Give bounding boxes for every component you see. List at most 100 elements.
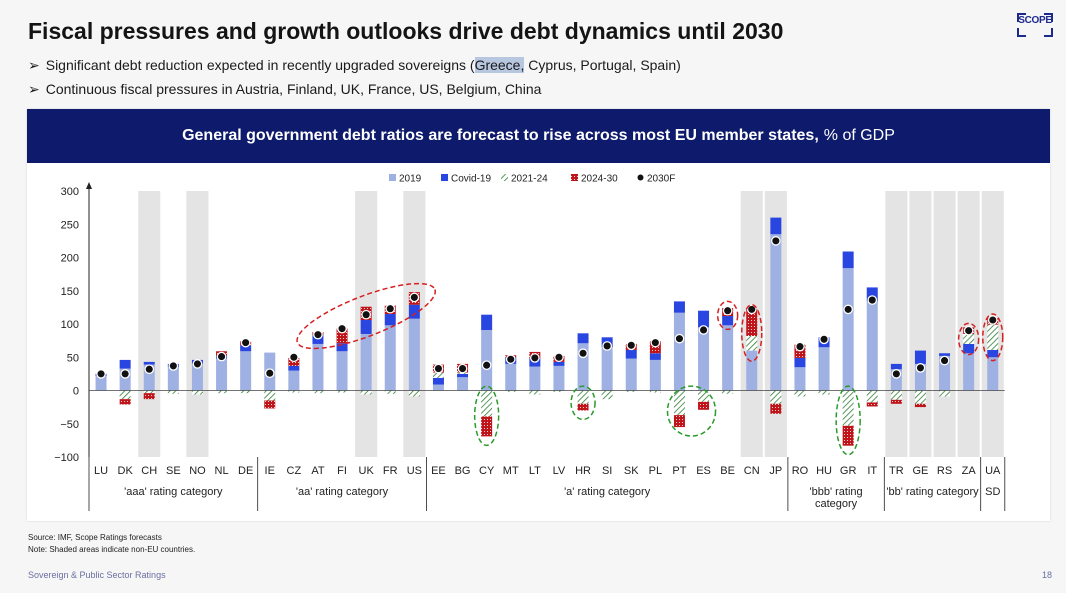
y-tick-label: 0 [73, 386, 79, 398]
marker-2030f [216, 351, 227, 362]
bar-covid-19 [457, 373, 469, 378]
marker-2030f [746, 304, 757, 315]
group-label: 'bb' rating category [886, 486, 979, 498]
legend-label: 2030F [647, 174, 675, 185]
legend-label: 2024-30 [581, 174, 618, 185]
legend-swatch [501, 174, 508, 181]
bar-2021-24 [240, 390, 252, 394]
bar-2021-24 [722, 390, 734, 394]
y-tick-label: −50 [60, 419, 79, 431]
bar-2024-30 [577, 403, 589, 411]
bar-2021-24 [288, 390, 300, 393]
bar-group-dk [119, 359, 131, 405]
logo-mark-icon [1017, 13, 1053, 37]
bar-2021-24 [481, 390, 493, 417]
bullet-1: ➢ Significant debt reduction expected in … [28, 57, 681, 73]
bar-group-jp [770, 217, 782, 414]
bar-covid-19 [649, 353, 661, 360]
bar-2021-24 [625, 390, 637, 392]
legend-swatch [441, 174, 448, 181]
bar-group-fr [384, 303, 396, 394]
bar-group-ie [264, 352, 276, 409]
bar-covid-19 [432, 377, 444, 385]
bar-2019 [408, 318, 420, 391]
x-tick-label: PT [672, 465, 686, 477]
bar-2024-30 [119, 399, 131, 405]
bar-2019 [866, 301, 878, 391]
x-tick-label: LT [529, 465, 541, 477]
arrow-icon: ➢ [28, 57, 40, 73]
bar-covid-19 [866, 287, 878, 302]
marker-2030f [168, 361, 179, 371]
bar-group-ee [432, 363, 444, 391]
highlight-greece: Greece, [474, 57, 525, 73]
bar-group-cz [288, 352, 300, 393]
bar-group-it [866, 287, 878, 407]
bar-2024-30 [481, 416, 493, 437]
bar-group-ro [794, 341, 806, 397]
bar-2021-24 [577, 390, 589, 404]
marker-2030f [529, 353, 540, 363]
marker-2030f [144, 364, 155, 375]
bar-2019 [939, 355, 951, 391]
marker-2030f [361, 309, 371, 320]
x-tick-label: UK [359, 465, 375, 477]
marker-2030f [96, 369, 106, 379]
bar-2021-24 [553, 390, 565, 392]
bar-covid-19 [119, 359, 131, 369]
bar-2019 [336, 351, 348, 391]
bar-2019 [240, 351, 252, 391]
marker-2030f [867, 295, 878, 305]
bar-covid-19 [481, 314, 493, 330]
bar-covid-19 [360, 320, 372, 334]
bar-covid-19 [312, 335, 324, 344]
bar-2019 [625, 358, 637, 391]
bar-2019 [457, 377, 469, 391]
bar-group-be [722, 305, 734, 394]
bar-2021-24 [673, 390, 685, 416]
bar-2021-24 [649, 390, 661, 393]
x-tick-label: LV [553, 465, 566, 477]
x-tick-label: DE [238, 465, 253, 477]
page-title: Fiscal pressures and growth outlooks dri… [28, 18, 784, 44]
legend-swatch [571, 174, 578, 181]
bar-2021-24 [408, 390, 420, 397]
bar-2019 [673, 312, 685, 391]
x-tick-label: SK [624, 465, 639, 477]
non-eu-shade-ge [909, 191, 932, 457]
bar-group-fi [336, 323, 348, 393]
bar-covid-19 [987, 349, 999, 358]
bar-2019 [312, 343, 324, 391]
group-label: 'aaa' rating category [124, 486, 223, 498]
non-eu-shade-ch [138, 191, 161, 457]
bar-group-pl [649, 337, 661, 393]
bar-2019 [167, 367, 179, 391]
bar-group-mt [505, 354, 517, 392]
marker-2030f [915, 363, 926, 373]
y-tick-label: 200 [61, 253, 79, 265]
marker-2030f [770, 236, 781, 246]
x-tick-label: CN [744, 465, 760, 477]
bar-group-lu [95, 369, 107, 391]
bar-2021-24 [746, 335, 758, 351]
x-tick-label: GE [912, 465, 928, 477]
bar-group-no [191, 359, 203, 395]
logo-text: SCOPE [1018, 15, 1052, 26]
non-eu-shade-no [186, 191, 209, 457]
bar-2021-24 [264, 390, 276, 401]
bar-group-si [601, 337, 613, 400]
footer-text: Sovereign & Public Sector Ratings [28, 570, 166, 580]
x-tick-label: FI [337, 465, 347, 477]
legend-swatch [389, 174, 396, 181]
bar-2024-30 [698, 401, 710, 410]
highlight-ellipse-green [835, 385, 861, 456]
bar-group-cn [746, 304, 758, 391]
footnote-source: Source: IMF, Scope Ratings forecasts [28, 533, 162, 542]
bar-group-sk [625, 340, 637, 392]
bar-group-nl [216, 351, 228, 394]
scope-logo: SCOPE [1016, 12, 1054, 38]
page-number: 18 [1042, 570, 1053, 580]
marker-2030f [120, 369, 131, 379]
bar-2021-24 [698, 390, 710, 402]
bar-group-bg [457, 363, 469, 391]
